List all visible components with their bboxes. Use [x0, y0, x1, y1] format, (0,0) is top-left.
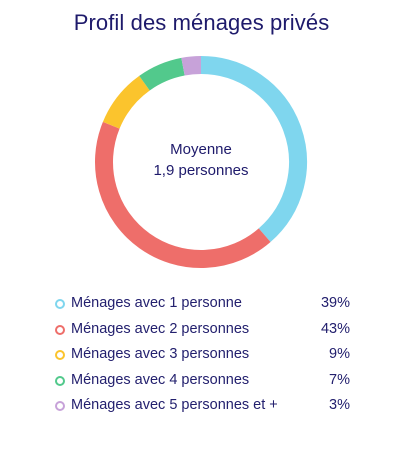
legend-label: Ménages avec 4 personnes: [71, 371, 250, 388]
legend-value: 39%: [320, 295, 350, 311]
chart-legend: Ménages avec 1 personne 39% Ménages avec…: [55, 293, 350, 421]
donut-slice-3-personnes: [102, 75, 150, 129]
legend-label: Ménages avec 3 personnes: [71, 346, 250, 362]
chart-title: Profil des ménages privés: [73, 10, 330, 35]
legend-value: 9%: [329, 346, 350, 362]
donut-slice-1-personne: [200, 56, 307, 243]
legend-marker: [55, 350, 65, 360]
legend-label: Ménages avec 2 personnes: [71, 320, 250, 337]
legend-marker: [55, 299, 65, 309]
legend-label: Ménages avec 1 personne: [71, 295, 242, 311]
donut-chart: [95, 56, 307, 268]
center-label: Moyenne: [170, 141, 232, 158]
legend-item: Ménages avec 2 personnes 43%: [55, 319, 350, 345]
donut-slices: [95, 56, 307, 268]
legend-item: Ménages avec 3 personnes 9%: [55, 344, 350, 370]
legend-value: 3%: [329, 397, 350, 413]
center-value: 1,9 personnes: [153, 162, 249, 179]
legend-item: Ménages avec 5 personnes et + 3%: [55, 395, 350, 421]
legend-marker: [55, 401, 65, 411]
legend-value: 43%: [320, 320, 350, 337]
legend-item: Ménages avec 1 personne 39%: [55, 293, 350, 319]
donut-slice-2-personnes: [95, 121, 271, 268]
legend-item: Ménages avec 4 personnes 7%: [55, 370, 350, 396]
legend-marker: [55, 324, 65, 335]
donut-slice-4-personnes: [139, 57, 185, 91]
legend-value: 7%: [329, 371, 350, 388]
legend-marker: [55, 375, 65, 386]
legend-label: Ménages avec 5 personnes et +: [71, 397, 278, 413]
donut-slice-5-personnes: [181, 56, 202, 76]
